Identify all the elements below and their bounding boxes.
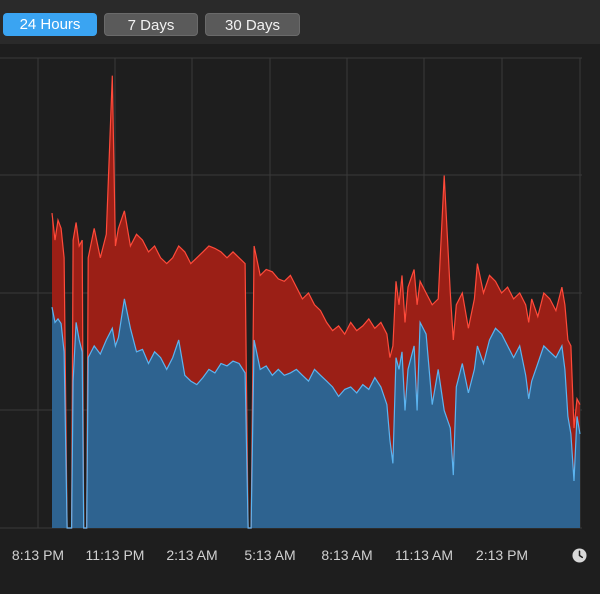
time-range-tabs: 24 Hours 7 Days 30 Days [3,13,300,36]
x-tick-label: 11:13 AM [394,547,454,563]
x-tick-label: 2:13 PM [475,547,529,563]
x-tick-label: 8:13 PM [11,547,65,563]
series-line-bottom [51,298,581,529]
tab-7-days[interactable]: 7 Days [104,13,198,36]
x-tick-label: 11:13 PM [85,547,145,563]
x-tick-label: 2:13 AM [166,547,218,563]
tab-24-hours[interactable]: 24 Hours [3,13,97,36]
series-line-top [51,75,581,529]
series-area-bottom [52,298,580,528]
usage-chart [0,57,582,529]
clock-icon[interactable] [572,548,587,563]
x-tick-label: 8:13 AM [321,547,373,563]
chart-area: 8:13 PM 11:13 PM 2:13 AM 5:13 AM 8:13 AM… [0,44,600,594]
x-tick-label: 5:13 AM [244,547,296,563]
range-toolbar: 24 Hours 7 Days 30 Days [0,0,600,44]
tab-30-days[interactable]: 30 Days [205,13,300,36]
